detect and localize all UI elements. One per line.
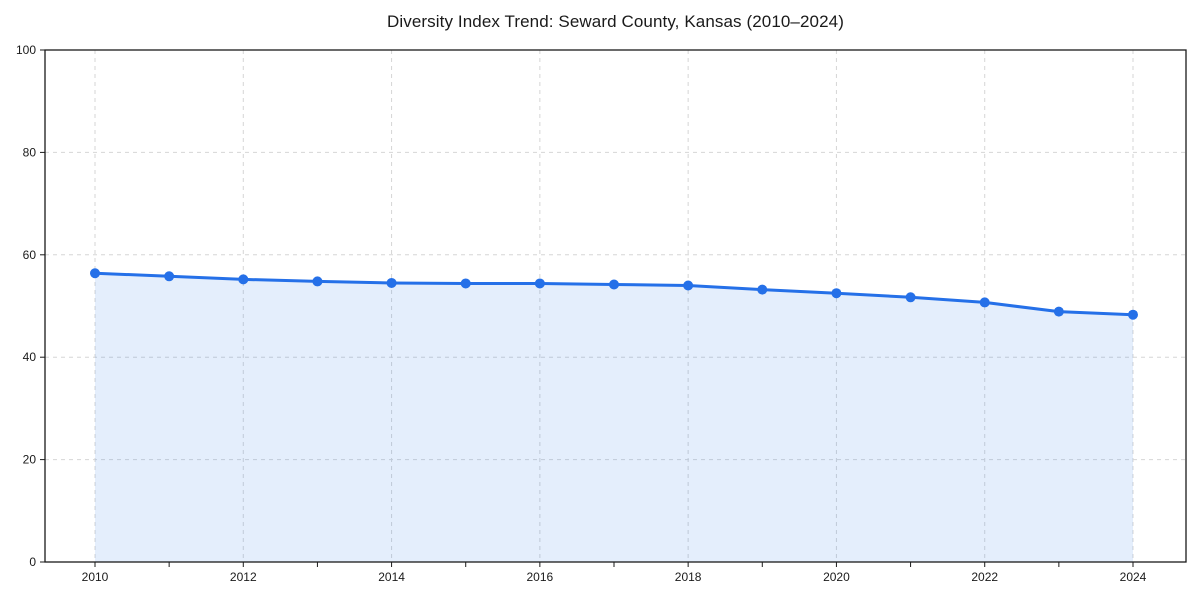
- data-point-2013: [312, 276, 323, 287]
- data-point-2018: [683, 280, 694, 291]
- y-tick-label-80: 80: [23, 145, 37, 159]
- data-point-2024: [1128, 309, 1138, 320]
- x-tick-label-2014: 2014: [378, 570, 405, 584]
- data-point-2017: [609, 279, 619, 290]
- x-tick-label-2016: 2016: [527, 570, 554, 584]
- x-tick-label-2010: 2010: [82, 570, 109, 584]
- data-point-2011: [164, 271, 175, 282]
- series-area-fill: [95, 273, 1133, 562]
- data-point-2016: [534, 278, 545, 289]
- plot-border: [44, 49, 1187, 563]
- x-tick-label-2024: 2024: [1120, 570, 1147, 584]
- y-tick-label-100: 100: [16, 43, 36, 57]
- data-point-2019: [757, 284, 768, 295]
- x-tick-label-2012: 2012: [230, 570, 257, 584]
- data-point-2015: [460, 278, 471, 289]
- x-tick-label-2018: 2018: [675, 570, 702, 584]
- y-tick-label-60: 60: [23, 248, 37, 262]
- x-tick-label-2022: 2022: [971, 570, 998, 584]
- y-tick-label-20: 20: [23, 453, 37, 467]
- data-point-2023: [1053, 306, 1064, 317]
- chart-title: Diversity Index Trend: Seward County, Ka…: [387, 12, 844, 31]
- data-point-2021: [905, 292, 916, 303]
- y-tick-label-40: 40: [23, 350, 37, 364]
- x-tick-label-2020: 2020: [823, 570, 850, 584]
- data-point-2012: [238, 274, 249, 285]
- y-tick-label-0: 0: [29, 555, 36, 569]
- data-point-2010: [90, 268, 100, 279]
- data-point-2014: [386, 277, 397, 288]
- data-point-2020: [831, 288, 842, 299]
- data-point-2022: [979, 297, 990, 308]
